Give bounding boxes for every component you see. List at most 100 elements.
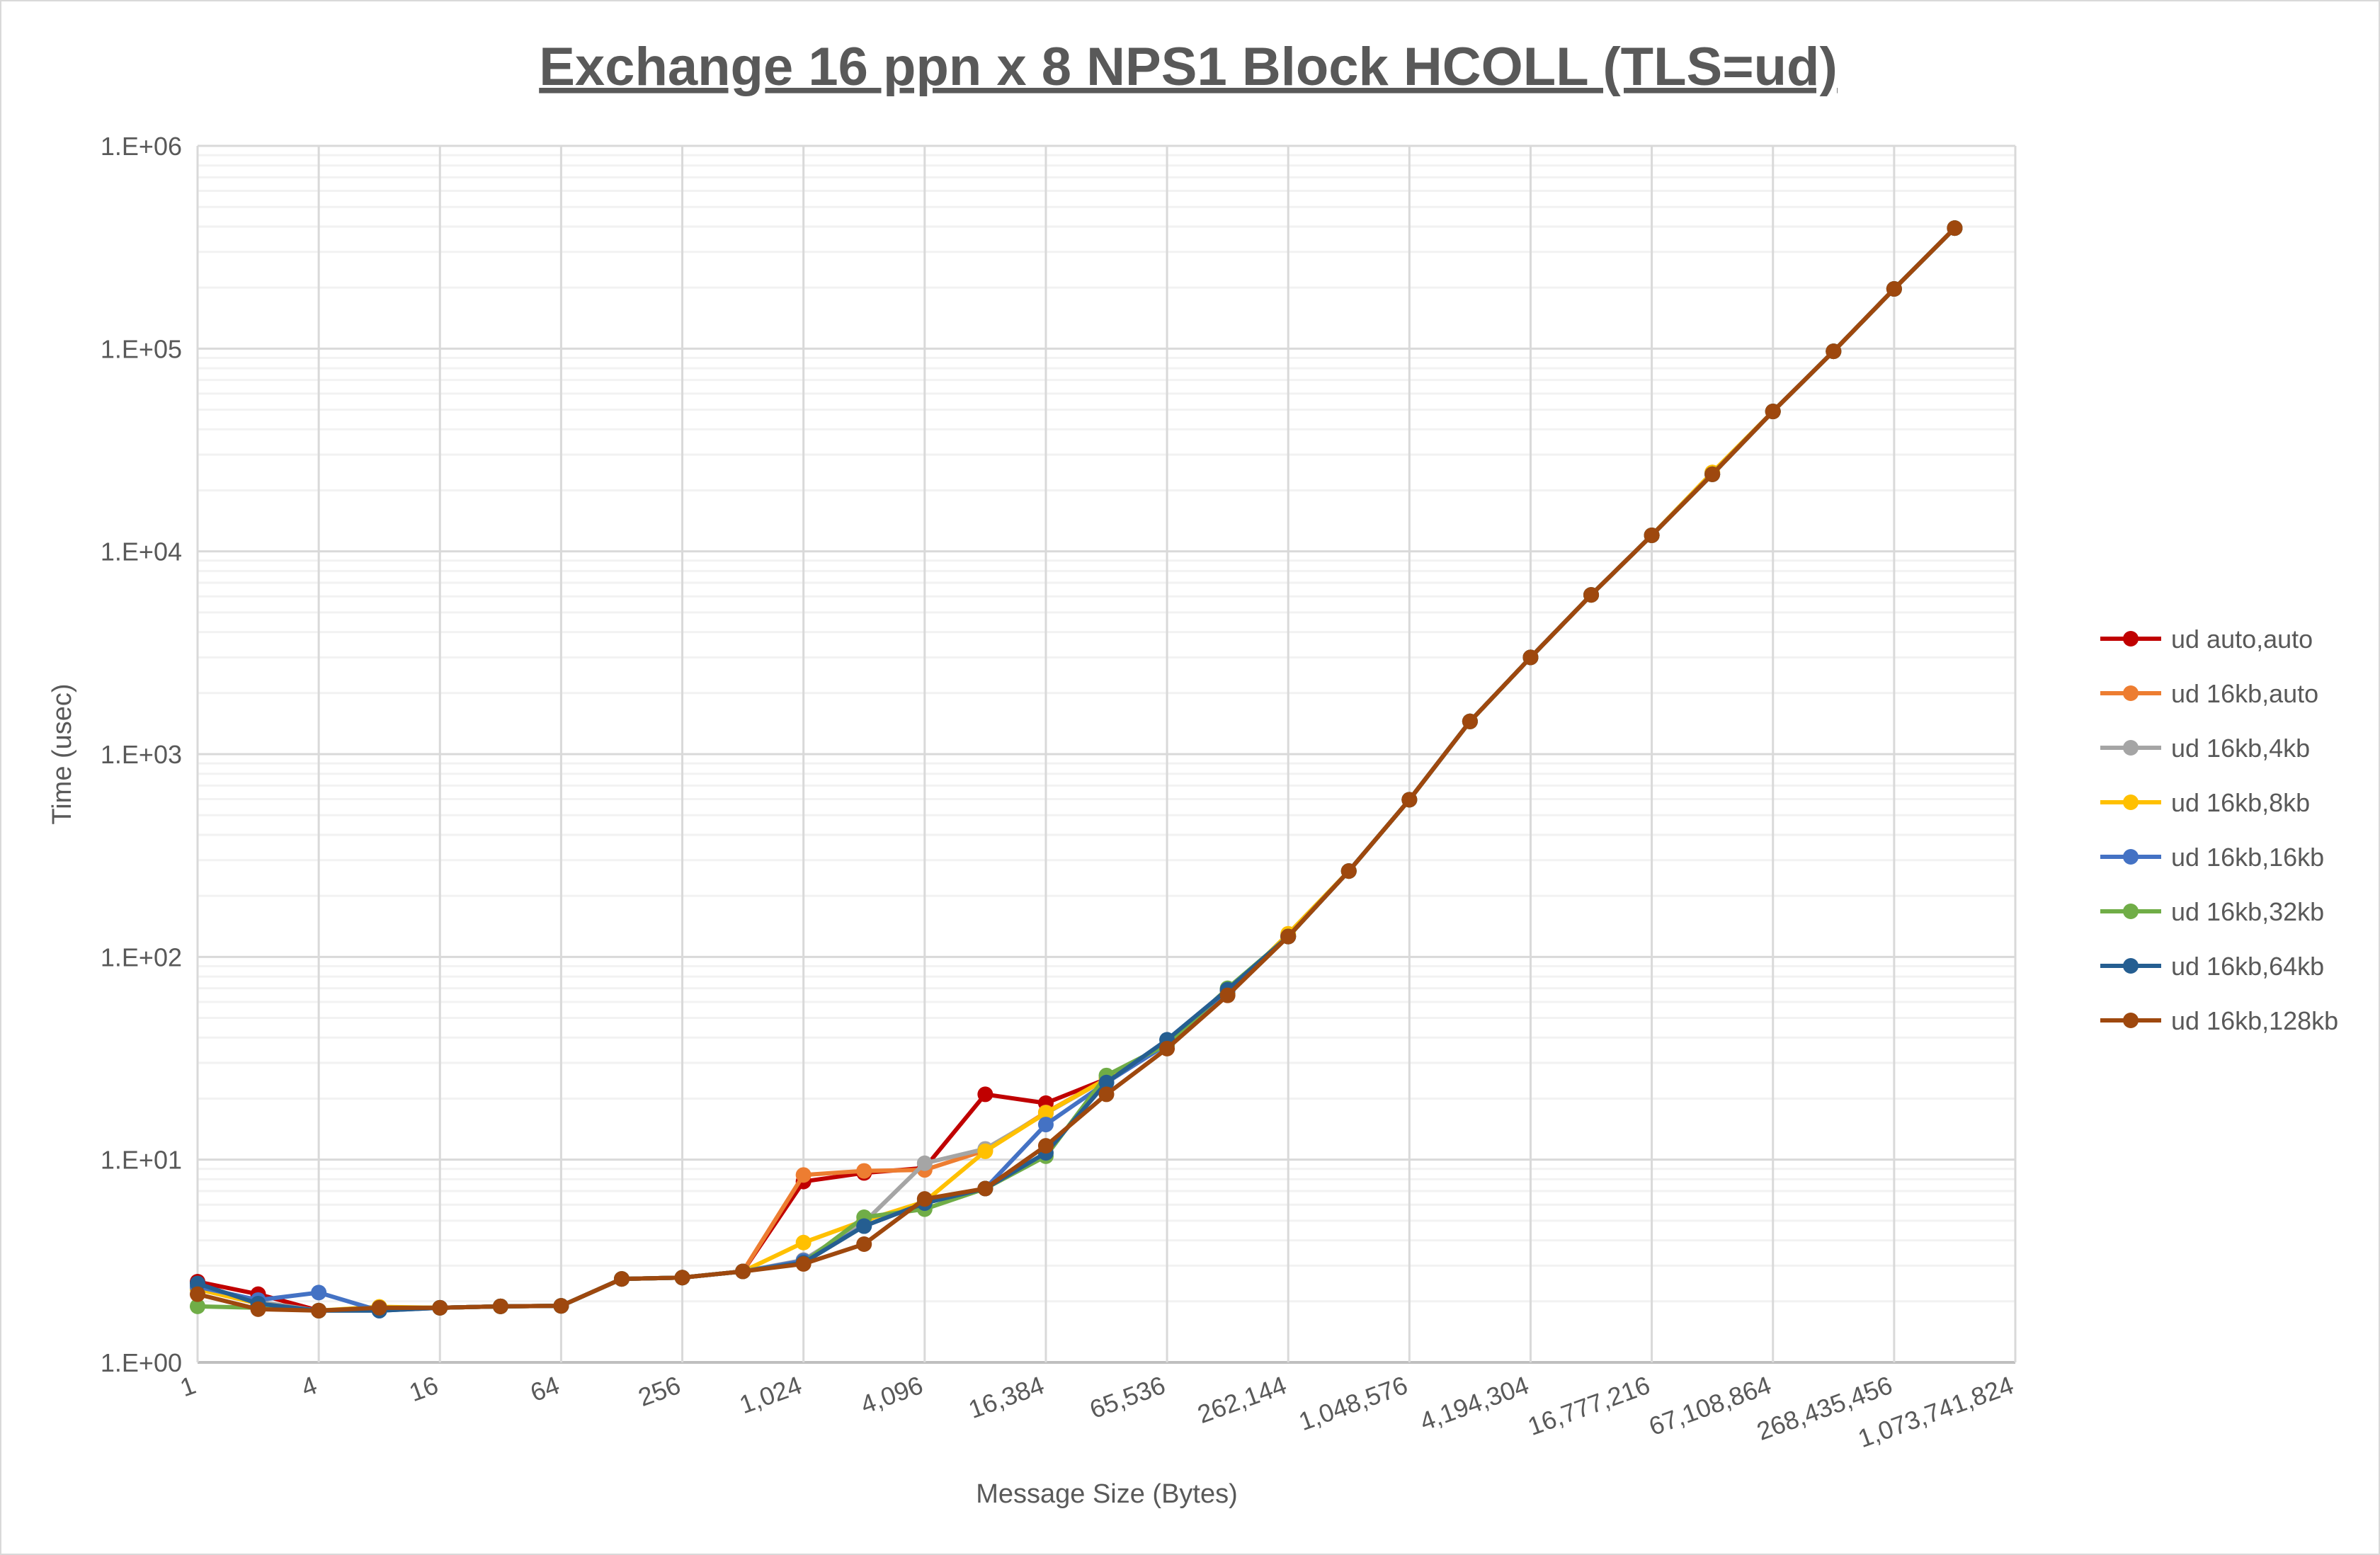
data-point: [190, 1298, 205, 1314]
y-tick-label: 1.E+00: [101, 1348, 182, 1377]
x-tick-label: 262,144: [1194, 1370, 1290, 1429]
legend-marker: [2123, 958, 2139, 974]
data-point: [977, 1180, 993, 1197]
grid: [196, 144, 2017, 1364]
series-ud-16kb-auto: [190, 220, 1963, 1318]
legend-label: ud 16kb,8kb: [2171, 788, 2310, 817]
legend-item: ud 16kb,32kb: [2100, 897, 2324, 926]
legend: ud auto,auto ud 16kb,auto ud 16kb,4kb ud 16…: [2100, 625, 2338, 1035]
x-tick-label: 64: [526, 1370, 563, 1407]
series-ud-16kb-32kb: [190, 220, 1963, 1318]
data-point: [1401, 792, 1418, 808]
data-point: [795, 1167, 812, 1183]
series-line: [197, 227, 1957, 1313]
data-point: [250, 1301, 266, 1317]
legend-marker: [2123, 1013, 2139, 1028]
data-point: [977, 1086, 993, 1103]
series-ud-16kb-8kb: [190, 220, 1963, 1318]
data-point: [1037, 1117, 1054, 1133]
x-tick-label: 67,108,864: [1645, 1370, 1775, 1441]
data-point: [977, 1143, 993, 1159]
data-point: [856, 1163, 872, 1179]
legend-marker: [2123, 904, 2139, 919]
data-point: [1462, 713, 1478, 729]
data-point: [1037, 1138, 1054, 1154]
data-point: [1644, 527, 1660, 543]
series-line: [197, 227, 1957, 1313]
x-tick-label: 4,194,304: [1416, 1370, 1533, 1436]
legend-item: ud 16kb,64kb: [2100, 952, 2324, 981]
y-tick-label: 1.E+05: [101, 334, 182, 363]
data-point: [795, 1234, 812, 1251]
data-point: [735, 1263, 751, 1280]
data-point: [1219, 987, 1236, 1003]
y-tick-label: 1.E+04: [101, 537, 182, 566]
legend-item: ud 16kb,16kb: [2100, 843, 2324, 872]
data-point: [190, 1275, 205, 1292]
data-point: [190, 1286, 205, 1302]
x-tick-label: 1: [176, 1370, 200, 1402]
axes: 1.E+00 1.E+01 1.E+02 1.E+03 1.E+04 1.E+05 1.E+…: [101, 132, 2017, 1453]
legend-label: ud auto,auto: [2171, 625, 2313, 654]
y-axis-label: Time (usec): [47, 683, 77, 824]
legend-item: ud 16kb,4kb: [2100, 734, 2310, 763]
chart-title: Exchange 16 ppn x 8 NPS1 Block HCOLL (TL…: [539, 37, 1838, 97]
data-point: [1704, 466, 1721, 482]
data-point: [553, 1298, 569, 1314]
data-point: [795, 1255, 812, 1272]
x-tick-label: 4,096: [857, 1370, 927, 1419]
data-point: [311, 1285, 327, 1301]
legend-label: ud 16kb,4kb: [2171, 734, 2310, 763]
legend-label: ud 16kb,128kb: [2171, 1006, 2338, 1035]
x-tick-label: 16: [405, 1370, 442, 1407]
x-tick-label: 256: [634, 1370, 684, 1412]
series-line: [197, 227, 1957, 1313]
data-point: [1886, 281, 1902, 297]
x-tick-label: 16,777,216: [1524, 1370, 1653, 1441]
x-tick-label: 16,384: [964, 1370, 1047, 1424]
data-point: [1583, 587, 1600, 603]
data-point: [916, 1191, 933, 1207]
data-point: [492, 1298, 508, 1314]
series-ud-16kb-128kb: [190, 220, 1963, 1318]
data-point: [856, 1236, 872, 1253]
series-line: [197, 227, 1957, 1313]
x-axis-label: Message Size (Bytes): [976, 1479, 1238, 1509]
data-point: [1765, 404, 1781, 420]
series-line: [197, 227, 1957, 1313]
series-ud-16kb-4kb: [190, 220, 1963, 1318]
data-point: [916, 1155, 933, 1171]
data-point: [674, 1270, 690, 1286]
x-tick-label: 1,048,576: [1295, 1370, 1412, 1436]
series-ud-16kb-16kb: [190, 220, 1963, 1318]
data-point: [371, 1299, 387, 1316]
x-tick-label: 4: [297, 1370, 321, 1402]
data-point: [1522, 649, 1539, 666]
legend-label: ud 16kb,32kb: [2171, 897, 2324, 926]
data-point: [1159, 1040, 1175, 1056]
data-point: [613, 1271, 630, 1287]
legend-label: ud 16kb,16kb: [2171, 843, 2324, 872]
series-line: [197, 227, 1957, 1313]
legend-label: ud 16kb,64kb: [2171, 952, 2324, 981]
legend-marker: [2123, 685, 2139, 701]
x-tick-label: 65,536: [1086, 1370, 1168, 1424]
data-point: [1098, 1074, 1115, 1090]
legend-item: ud 16kb,auto: [2100, 679, 2318, 708]
y-tick-label: 1.E+02: [101, 942, 182, 972]
legend-marker: [2123, 631, 2139, 647]
series-ud-auto-auto: [190, 220, 1963, 1318]
legend-item: ud auto,auto: [2100, 625, 2313, 654]
data-point: [1098, 1086, 1115, 1103]
y-tick-label: 1.E+01: [101, 1146, 182, 1175]
legend-item: ud 16kb,8kb: [2100, 788, 2310, 817]
legend-label: ud 16kb,auto: [2171, 679, 2318, 708]
series-line: [197, 227, 1957, 1313]
data-point: [311, 1302, 327, 1318]
y-tick-label: 1.E+06: [101, 132, 182, 161]
series-group: [190, 220, 1963, 1318]
data-point: [856, 1218, 872, 1234]
data-point: [1947, 220, 1963, 237]
